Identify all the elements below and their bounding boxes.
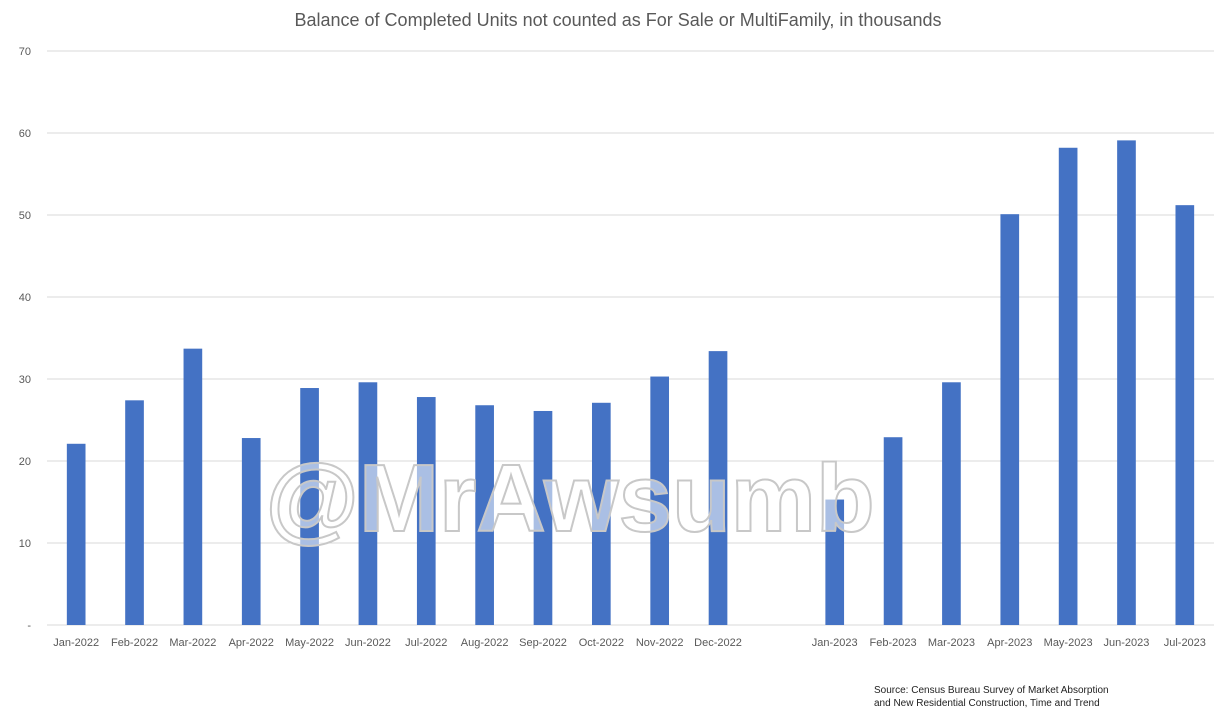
source-note: Source: Census Bureau Survey of Market A… xyxy=(874,685,1109,709)
bar xyxy=(825,499,845,625)
x-tick-label: Jun-2023 xyxy=(1104,637,1150,649)
bar xyxy=(883,437,903,625)
y-tick-label: 40 xyxy=(19,292,31,304)
x-tick-label: Jan-2023 xyxy=(812,637,858,649)
x-tick-label: Feb-2022 xyxy=(111,637,158,649)
x-tick-label: Sep-2022 xyxy=(519,637,567,649)
y-axis: - 10 20 30 40 50 60 70 xyxy=(19,46,32,632)
y-tick-label: 50 xyxy=(19,210,31,222)
y-tick-label: 70 xyxy=(19,46,31,58)
bar xyxy=(300,388,319,625)
bar xyxy=(475,405,494,625)
x-tick-label: May-2023 xyxy=(1044,637,1093,649)
x-tick-label: Mar-2022 xyxy=(169,637,216,649)
x-tick-label: Aug-2022 xyxy=(461,637,509,649)
x-tick-label: Oct-2022 xyxy=(579,637,624,649)
bar xyxy=(1000,214,1020,625)
x-tick-label: Jul-2023 xyxy=(1164,637,1206,649)
watermark: @MrAwsumb xyxy=(265,445,874,552)
bar xyxy=(942,382,961,625)
bar xyxy=(66,443,86,625)
bar xyxy=(533,410,553,625)
y-tick-label: 10 xyxy=(19,538,31,550)
x-tick-label: Apr-2022 xyxy=(229,637,274,649)
y-tick-label: 20 xyxy=(19,456,31,468)
bar xyxy=(591,402,611,625)
x-tick-label: May-2022 xyxy=(285,637,334,649)
x-tick-label: Apr-2023 xyxy=(987,637,1032,649)
bar xyxy=(650,376,670,625)
bar xyxy=(183,348,203,625)
x-tick-label: Jan-2022 xyxy=(53,637,99,649)
x-tick-label: Feb-2023 xyxy=(870,637,917,649)
chart-title: Balance of Completed Units not counted a… xyxy=(295,10,942,30)
gridlines xyxy=(47,50,1214,626)
bar xyxy=(241,438,261,625)
x-tick-label: Mar-2023 xyxy=(928,637,975,649)
bar xyxy=(1175,205,1195,625)
x-axis: Jan-2022 Feb-2022 Mar-2022 Apr-2022 May-2022… xyxy=(53,637,1206,649)
x-tick-label: Nov-2022 xyxy=(636,637,684,649)
bar xyxy=(1058,147,1078,625)
bar xyxy=(708,351,728,625)
y-tick-label: 30 xyxy=(19,374,31,386)
y-tick-label: - xyxy=(27,620,31,632)
y-tick-label: 60 xyxy=(19,128,31,140)
bar xyxy=(358,382,378,625)
x-tick-label: Dec-2022 xyxy=(694,637,742,649)
bar xyxy=(125,400,144,625)
bar xyxy=(1117,140,1136,625)
bar xyxy=(416,397,436,625)
bars xyxy=(66,140,1195,625)
x-tick-label: Jun-2022 xyxy=(345,637,391,649)
x-tick-label: Jul-2022 xyxy=(405,637,447,649)
